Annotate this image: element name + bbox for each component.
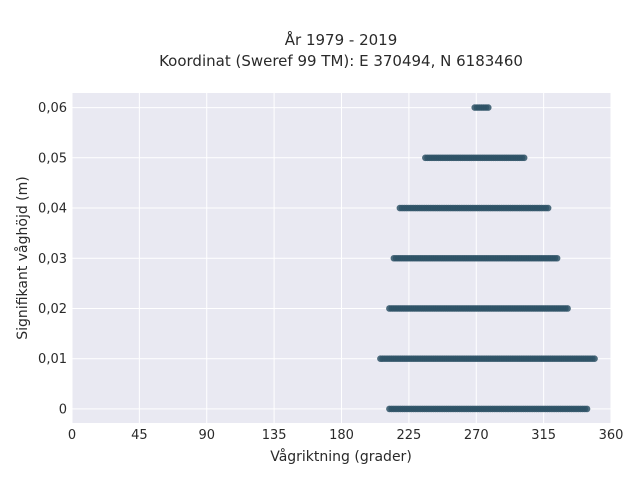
data-point	[553, 254, 561, 262]
x-tick-label: 45	[131, 428, 148, 443]
chart-title-line2: Koordinat (Sweref 99 TM): E 370494, N 61…	[159, 52, 523, 70]
data-point	[520, 154, 528, 162]
y-tick-label: 0,03	[38, 252, 67, 267]
x-tick-label: 90	[198, 428, 215, 443]
data-point	[583, 405, 591, 413]
data-points	[377, 104, 598, 413]
data-point	[564, 305, 571, 312]
data-point	[544, 204, 552, 212]
x-axis-label: Vågriktning (grader)	[270, 448, 412, 465]
x-tick-label: 360	[599, 428, 624, 443]
chart-title-line1: År 1979 - 2019	[285, 30, 398, 49]
y-tick-label: 0,02	[38, 302, 67, 317]
y-tick-label: 0,04	[38, 202, 67, 217]
y-tick-label: 0,06	[38, 101, 67, 116]
y-tick-label: 0,05	[38, 151, 67, 166]
y-tick-label: 0,01	[38, 352, 67, 367]
y-tick-labels: 0 0,01 0,02 0,03 0,04 0,05 0,06	[38, 101, 67, 417]
data-point	[591, 355, 598, 363]
data-point	[484, 104, 492, 111]
x-tick-labels: 0 45 90 135 180 225 270 315 360	[68, 428, 624, 443]
x-tick-label: 180	[329, 428, 354, 443]
x-tick-label: 270	[464, 428, 489, 443]
y-tick-label: 0	[59, 402, 67, 417]
x-tick-label: 0	[68, 428, 76, 443]
x-tick-label: 225	[396, 428, 421, 443]
y-axis-label: Signifikant våghöjd (m)	[14, 176, 31, 339]
x-tick-label: 315	[531, 428, 556, 443]
x-tick-label: 135	[262, 428, 287, 443]
